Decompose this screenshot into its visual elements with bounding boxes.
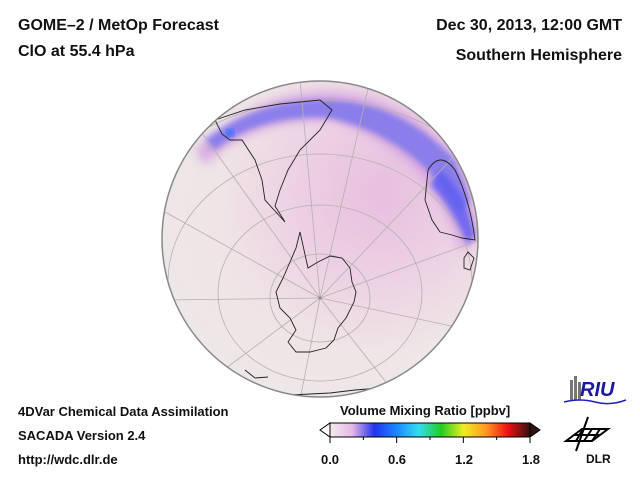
- colorbar-max-arrow: [529, 422, 541, 438]
- riu-logo: RIU: [563, 376, 627, 405]
- forecast-datetime: Dec 30, 2013, 12:00 GMT: [436, 17, 622, 34]
- antarctica-coast: [275, 231, 357, 353]
- colorbar: [319, 422, 541, 443]
- coastlines: [214, 99, 476, 396]
- globe-outline: [161, 80, 479, 398]
- riu-logo-text: RIU: [580, 379, 615, 401]
- dlr-logo: [563, 416, 611, 452]
- south-america-coast: [214, 99, 333, 223]
- colorbar-min-arrow: [319, 422, 331, 438]
- footer-version: SACADA Version 2.4: [18, 428, 146, 443]
- clo-band-east: [430, 170, 475, 245]
- colorbar-tick-label: 0.0: [320, 452, 340, 467]
- hemisphere-label: Southern Hemisphere: [455, 47, 622, 64]
- colorbar-title: Volume Mixing Ratio [ppbv]: [340, 403, 511, 418]
- footer-method: 4DVar Chemical Data Assimilation: [18, 404, 229, 419]
- colorbar-tick-label: 1.2: [454, 452, 474, 467]
- map-subtitle: ClO at 55.4 hPa: [18, 43, 135, 60]
- colorbar-gradient: [329, 422, 531, 438]
- colorbar-tick-label: 0.6: [387, 452, 407, 467]
- clo-band-core: [205, 99, 470, 215]
- south-pole-marker: [318, 296, 322, 300]
- new-zealand-coast: [244, 369, 269, 379]
- clo-hotspot: [226, 129, 234, 137]
- colorbar-tick-label: 1.8: [521, 452, 541, 467]
- madagascar-coast: [463, 251, 475, 271]
- dlr-logo-text: DLR: [586, 452, 611, 466]
- map-title: GOME–2 / MetOp Forecast: [18, 17, 219, 34]
- africa-coast: [424, 159, 476, 241]
- clo-wash: [162, 81, 478, 397]
- footer-url[interactable]: http://wdc.dlr.de: [18, 452, 118, 467]
